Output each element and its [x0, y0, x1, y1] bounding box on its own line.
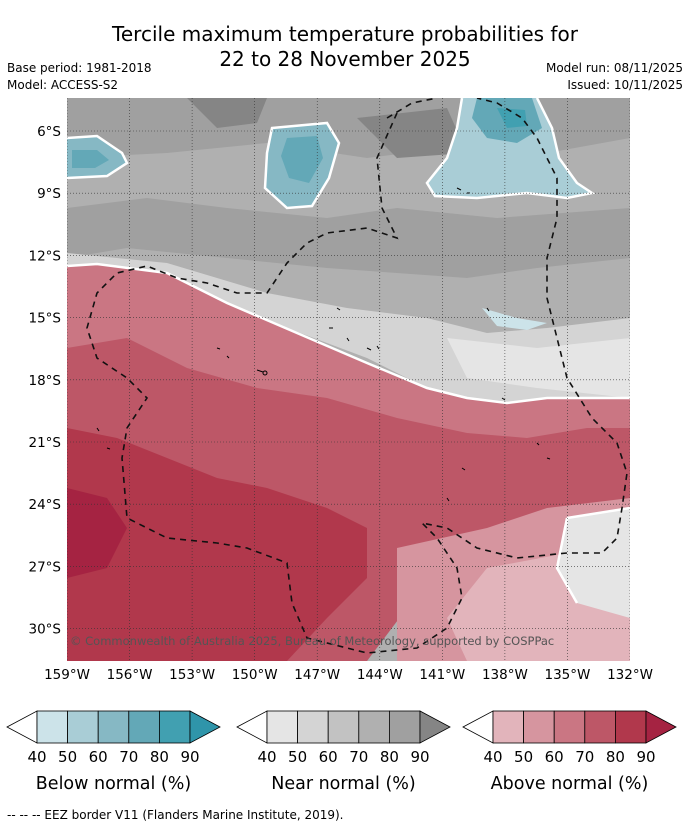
- lat-tick-label: 9°S: [37, 186, 61, 202]
- model-info: Base period: 1981-2018 Model: ACCESS-S2: [7, 60, 152, 94]
- title-line-1: Tercile maximum temperature probabilitie…: [112, 22, 578, 46]
- lon-tick-label: 141°W: [419, 667, 465, 683]
- colorbar-segment: [327, 710, 360, 744]
- colorbar-segment: [36, 710, 69, 744]
- eez-footnote: -- -- -- EEZ border V11 (Flanders Marine…: [7, 808, 344, 822]
- colorbar-extend-low: [236, 710, 268, 744]
- below-normal-core-west: [72, 150, 109, 168]
- colorbar-tick-label: 40: [483, 748, 502, 766]
- below-normal-contour: [263, 121, 341, 210]
- colorbar-segment: [297, 710, 329, 744]
- lat-tick-label: 15°S: [29, 311, 62, 327]
- colorbar-title: Below normal (%): [36, 774, 191, 794]
- colorbar-tick-label: 40: [257, 748, 276, 766]
- axis-labels: 6°S 9°S 12°S 15°S 18°S 21°S 24°S 27°S 30°S 159°W…: [29, 124, 653, 683]
- model-label: Model: ACCESS-S2: [7, 78, 119, 92]
- lat-tick-label: 18°S: [29, 373, 62, 389]
- run-info: Model run: 08/11/2025 Issued: 10/11/2025: [546, 60, 683, 94]
- above-normal-contour: [555, 506, 630, 604]
- lat-tick-label: 12°S: [29, 248, 62, 264]
- colorbar-tick-label: 60: [545, 748, 564, 766]
- below-normal-patch-south: [482, 308, 547, 330]
- colorbar-tick-label: 50: [514, 748, 533, 766]
- above-normal-contour: [67, 262, 630, 405]
- colorbar-tick-label: 60: [89, 748, 108, 766]
- below-normal-peak-northeast: [497, 108, 527, 128]
- near-normal-80-band: [67, 198, 630, 278]
- title-line-2: 22 to 28 November 2025: [219, 47, 471, 71]
- colorbar-tick-label: 70: [575, 748, 594, 766]
- colorbar-segment: [67, 710, 99, 744]
- lon-tick-label: 153°W: [169, 667, 215, 683]
- below-normal-core-central: [281, 136, 323, 183]
- colorbar-segment: [553, 710, 586, 744]
- map-title: Tercile maximum temperature probabilitie…: [0, 22, 690, 72]
- near-normal-50-band: [447, 338, 630, 398]
- lon-tick-label: 147°W: [294, 667, 340, 683]
- colorbar-segment: [523, 710, 555, 744]
- lat-tick-label: 27°S: [29, 559, 62, 575]
- near-normal-patch-southeast: [557, 508, 630, 618]
- lat-tick-label: 21°S: [29, 435, 62, 451]
- colorbar-segment: [492, 710, 525, 744]
- above-normal-max-patch: [67, 488, 127, 578]
- lon-tick-label: 135°W: [545, 667, 591, 683]
- colorbar-tick-label: 80: [606, 748, 625, 766]
- colorbar-segment: [128, 710, 160, 744]
- colorbar-segment: [615, 710, 647, 744]
- colorbar-extend-low: [6, 710, 38, 744]
- colorbar-extend-low: [462, 710, 494, 744]
- colorbar-extend-high: [419, 710, 451, 744]
- lon-tick-label: 132°W: [607, 667, 653, 683]
- issued-label: Issued: 10/11/2025: [567, 78, 683, 92]
- legend-1: 40 50 60 70 80 90 Near normal (%): [236, 710, 451, 794]
- colorbar-tick-label: 90: [636, 748, 655, 766]
- legend-panel: 40 50 60 70 80 90 Below normal (%) 40 50 60 70 80 90…: [6, 710, 677, 794]
- probability-map: © Commonwealth of Australia 2025, Bureau…: [67, 98, 630, 661]
- lon-tick-label: 156°W: [107, 667, 153, 683]
- colorbar-tick-label: 50: [288, 748, 307, 766]
- lon-tick-label: 150°W: [232, 667, 278, 683]
- below-normal-contour: [67, 134, 129, 180]
- colorbar-title: Above normal (%): [491, 774, 649, 794]
- lon-tick-label: 159°W: [44, 667, 90, 683]
- model-run-label: Model run: 08/11/2025: [545, 61, 683, 75]
- colorbar-title: Near normal (%): [271, 774, 416, 794]
- colorbar-extend-high: [645, 710, 677, 744]
- colorbar-extend-high: [189, 710, 221, 744]
- colorbar-segment: [97, 710, 130, 744]
- near-normal-90-patch: [357, 108, 467, 158]
- lat-tick-label: 24°S: [29, 497, 62, 513]
- colorbar-tick-label: 90: [180, 748, 199, 766]
- lon-tick-label: 138°W: [482, 667, 528, 683]
- colorbar-tick-label: 80: [150, 748, 169, 766]
- colorbar-segment: [358, 710, 390, 744]
- lat-tick-label: 6°S: [37, 124, 61, 140]
- graticule: [67, 98, 630, 661]
- lat-tick-label: 30°S: [29, 622, 62, 638]
- colorbar-tick-label: 80: [380, 748, 399, 766]
- colorbar-segment: [388, 710, 421, 744]
- lon-tick-label: 144°W: [357, 667, 403, 683]
- legend-0: 40 50 60 70 80 90 Below normal (%): [6, 710, 221, 794]
- colorbar-tick-label: 50: [58, 748, 77, 766]
- colorbar-segment: [584, 710, 616, 744]
- below-normal-patch-northeast: [427, 98, 592, 198]
- above-normal-90-region: [67, 428, 367, 661]
- island-outlines: [96, 187, 551, 502]
- colorbar-tick-label: 70: [349, 748, 368, 766]
- copyright-notice: © Commonwealth of Australia 2025, Bureau…: [70, 634, 554, 648]
- colorbar-tick-label: 70: [119, 748, 138, 766]
- legend-2: 40 50 60 70 80 90 Above normal (%): [462, 710, 677, 794]
- base-period-label: Base period: 1981-2018: [7, 61, 152, 75]
- colorbar-tick-label: 40: [27, 748, 46, 766]
- eez-border-line: [86, 98, 628, 654]
- colorbar-segment: [266, 710, 299, 744]
- colorbar-tick-label: 90: [410, 748, 429, 766]
- near-normal-90-patch: [187, 98, 267, 128]
- colorbar-tick-label: 60: [319, 748, 338, 766]
- colorbar-segment: [158, 710, 191, 744]
